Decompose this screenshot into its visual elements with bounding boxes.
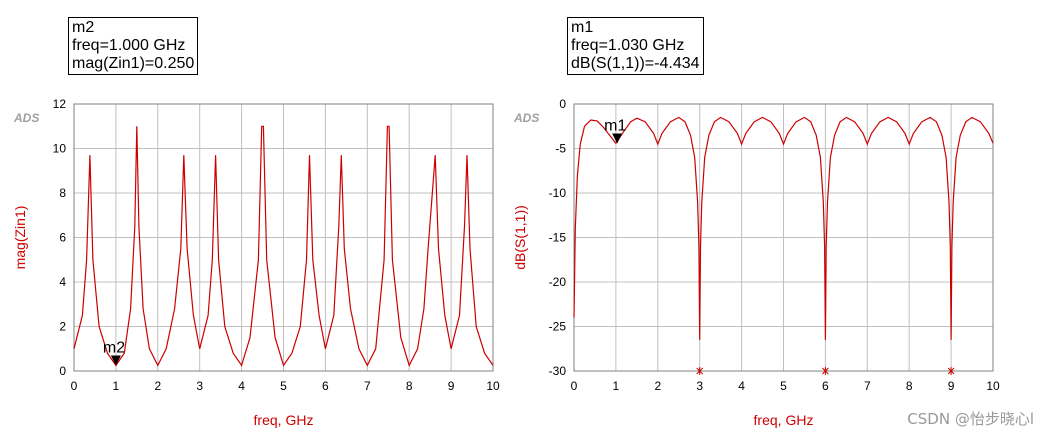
chart1-y-tick-label: 6 bbox=[59, 231, 66, 245]
chart2-point-marker bbox=[947, 367, 955, 375]
chart2-x-tick-label: 7 bbox=[864, 379, 871, 393]
chart2-x-tick-label: 3 bbox=[696, 379, 703, 393]
chart2-y-tick-label: -15 bbox=[549, 231, 567, 245]
chart2-marker-label: m1 bbox=[604, 117, 626, 134]
chart1-y-tick-label: 4 bbox=[59, 275, 66, 289]
chart1-series-1-line bbox=[73, 125, 494, 368]
chart2-series-1-line bbox=[573, 116, 994, 340]
marker-readout-value: dB(S(1,1))=-4.434 bbox=[571, 55, 700, 72]
chart1-y-tick-label: 0 bbox=[59, 364, 66, 378]
chart2-marker-triangle bbox=[612, 133, 623, 144]
chart2-point-marker bbox=[822, 367, 829, 375]
chart1-x-tick-label: 6 bbox=[322, 379, 329, 393]
chart1-ads-logo: ADS bbox=[13, 111, 39, 125]
chart2-x-tick-label: 5 bbox=[780, 379, 787, 393]
marker-readout-name: m2 bbox=[72, 19, 95, 36]
watermark: CSDN @怡步晓心l bbox=[907, 410, 1034, 428]
chart2-x-tick-label: 2 bbox=[654, 379, 661, 393]
marker-readout-value: mag(Zin1)=0.250 bbox=[72, 55, 195, 72]
chart2-y-tick-label: -25 bbox=[549, 320, 567, 334]
chart1-x-axis-label: freq, GHz bbox=[254, 412, 314, 428]
chart1-x-tick-label: 0 bbox=[71, 379, 78, 393]
chart1-x-tick-label: 7 bbox=[364, 379, 371, 393]
chart2-y-tick-label: -10 bbox=[549, 186, 567, 200]
chart1-x-tick-label: 2 bbox=[154, 379, 161, 393]
chart1-x-tick-label: 3 bbox=[196, 379, 203, 393]
chart2-x-axis-label: freq, GHz bbox=[754, 412, 814, 428]
marker-readout-freq: freq=1.030 GHz bbox=[571, 37, 685, 54]
chart2-y-axis-label: dB(S(1,1)) bbox=[512, 205, 528, 270]
chart2-x-tick-label: 9 bbox=[948, 379, 955, 393]
chart1-y-tick-label: 2 bbox=[59, 320, 66, 334]
chart2-x-tick-label: 0 bbox=[571, 379, 578, 393]
marker-readout-name: m1 bbox=[571, 19, 594, 36]
chart2-ads-logo: ADS bbox=[513, 111, 539, 125]
chart2-y-tick-label: -20 bbox=[549, 275, 567, 289]
chart1-x-tick-label: 10 bbox=[486, 379, 500, 393]
chart1-x-tick-label: 5 bbox=[280, 379, 287, 393]
chart1-plot-frame bbox=[73, 103, 494, 372]
chart1-y-tick-label: 10 bbox=[53, 142, 67, 156]
chart2-y-tick-label: -30 bbox=[549, 364, 567, 378]
chart1-y-tick-label: 12 bbox=[53, 97, 67, 111]
chart1-marker-label: m2 bbox=[103, 339, 125, 356]
chart2-y-tick-label: 0 bbox=[559, 97, 566, 111]
chart1-y-tick-label: 8 bbox=[59, 186, 66, 200]
chart2-x-tick-label: 6 bbox=[822, 379, 829, 393]
marker-readout-m2: m2 freq=1.000 GHz mag(Zin1)=0.250 bbox=[68, 17, 199, 75]
chart1-x-tick-label: 8 bbox=[406, 379, 413, 393]
chart2-plot-frame bbox=[573, 103, 994, 372]
chart1-marker-triangle bbox=[110, 355, 121, 366]
chart1-x-tick-label: 9 bbox=[448, 379, 455, 393]
chart2-x-tick-label: 1 bbox=[613, 379, 620, 393]
chart2-point-marker bbox=[696, 367, 704, 375]
marker-readout-m1: m1 freq=1.030 GHz dB(S(1,1))=-4.434 bbox=[567, 17, 704, 75]
chart1-x-tick-label: 1 bbox=[113, 379, 120, 393]
chart1-x-tick-label: 4 bbox=[238, 379, 245, 393]
marker-readout-freq: freq=1.000 GHz bbox=[72, 37, 186, 54]
chart2-x-tick-label: 10 bbox=[986, 379, 1000, 393]
chart2-x-tick-label: 8 bbox=[906, 379, 913, 393]
chart1-y-axis-label: mag(Zin1) bbox=[12, 206, 28, 270]
chart2-x-tick-label: 4 bbox=[738, 379, 745, 393]
chart2-y-tick-label: -5 bbox=[555, 142, 566, 156]
